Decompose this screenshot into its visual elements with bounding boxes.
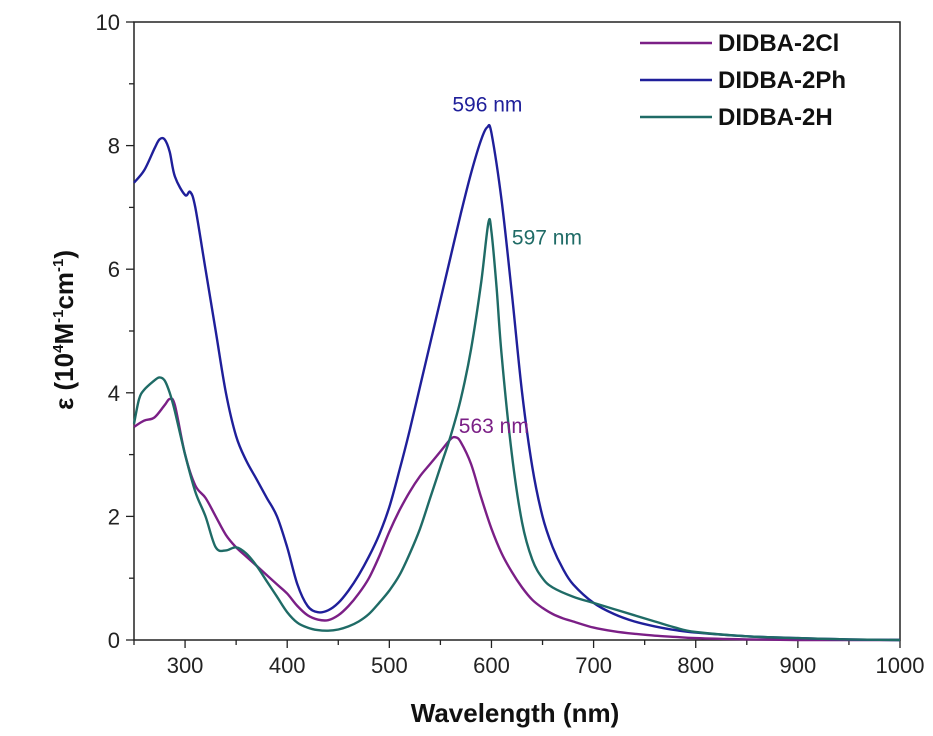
x-tick-label: 600	[473, 653, 510, 678]
legend-label: DIDBA-2H	[718, 104, 833, 131]
x-tick-label: 400	[269, 653, 306, 678]
series-line-didba-2h	[132, 218, 901, 642]
y-tick-label: 10	[96, 10, 120, 35]
x-axis-ticks: 300 400 500 600 700 800 900 1000	[133, 640, 925, 678]
y-axis-title-sup1: 4	[50, 344, 67, 353]
x-tick-label: 300	[167, 653, 204, 678]
y-axis-title-part2: M	[49, 323, 79, 345]
y-tick-label: 6	[108, 257, 120, 282]
legend-label: DIDBA-2Ph	[718, 67, 846, 94]
series-lines	[132, 123, 901, 642]
x-axis-title: Wavelength (nm)	[411, 698, 619, 728]
legend: DIDBA-2Cl DIDBA-2Ph DIDBA-2H	[640, 30, 846, 131]
series-line-didba-2ph	[133, 123, 901, 642]
y-tick-label: 2	[108, 504, 120, 529]
peak-annotations: 596 nm 597 nm 563 nm	[452, 94, 582, 438]
series-line-didba-2cl	[133, 397, 900, 642]
legend-label: DIDBA-2Cl	[718, 30, 839, 57]
y-axis-title: ε (104M-1cm-1)	[49, 250, 79, 410]
y-axis-title-part1: ε (10	[49, 353, 79, 410]
peak-label: 563 nm	[459, 415, 529, 438]
y-axis-ticks: 0 2 4 6 8 10	[96, 10, 134, 653]
x-tick-label: 900	[780, 653, 817, 678]
y-axis-title-sup2: -1	[50, 310, 67, 323]
x-tick-label: 500	[371, 653, 408, 678]
y-axis-title-sup3: -1	[50, 259, 67, 272]
y-tick-label: 0	[108, 628, 120, 653]
y-axis-title-part4: )	[49, 250, 79, 259]
x-tick-label: 700	[575, 653, 612, 678]
x-tick-label: 800	[677, 653, 714, 678]
peak-label: 596 nm	[452, 94, 522, 117]
y-axis-title-part3: cm	[49, 272, 79, 310]
x-tick-label: 1000	[876, 653, 925, 678]
peak-label: 597 nm	[512, 226, 582, 249]
y-tick-label: 4	[108, 381, 120, 406]
y-tick-label: 8	[108, 134, 120, 159]
